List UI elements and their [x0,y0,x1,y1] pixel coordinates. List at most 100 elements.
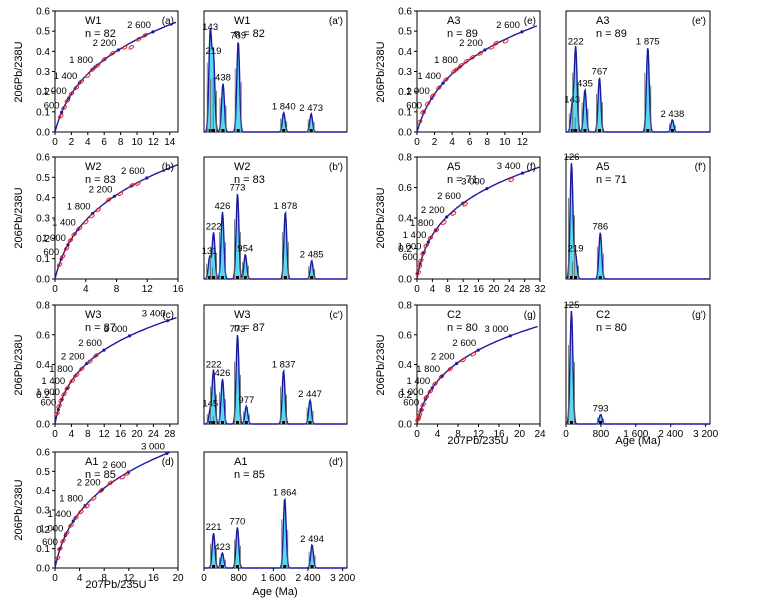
concordia-age-tick [165,451,169,456]
data-ellipse [433,227,439,233]
data-ellipse [87,359,93,364]
y-tick-label: 0.0 [36,275,50,286]
concordia-age-tick [520,171,525,175]
peak-label: 426 [215,201,231,212]
x-axis-title: 207Pb/235U [85,579,146,591]
peak-label: 770 [229,516,245,527]
data-ellipse [427,235,434,241]
data-ellipse [106,197,112,203]
age-marker [283,565,287,568]
data-ellipse [142,32,148,38]
peak-label: 143 [564,94,580,105]
data-ellipse [98,488,104,494]
peak-label: 423 [214,542,230,553]
peak-label: 793 [593,403,609,414]
y-axis-title: 206Pb/238U [375,41,387,102]
panel-frame [565,304,711,425]
data-ellipse [69,378,75,384]
sample-count: n = 89 [596,28,627,40]
peak-label: 954 [237,244,253,255]
concordia-age-label: 3 400 [142,309,166,320]
y-tick-label: 0.5 [36,467,50,478]
data-ellipse [458,63,464,68]
data-ellipse [57,113,64,119]
age-marker [211,129,215,132]
x-tick-label: 16 [493,429,505,440]
concordia-age-label: 2 200 [89,184,113,195]
y-tick-label: 0.6 [36,448,50,459]
age-marker [574,129,578,132]
data-ellipse [128,44,135,50]
sample-count: n = 83 [234,174,265,186]
data-ellipse [423,394,430,400]
data-ellipse [463,59,469,64]
concordia-age-tick [485,187,489,191]
concordia-age-label: 1 800 [59,494,83,505]
x-tick-label: 0 [52,284,58,295]
x-tick-label: 6 [467,137,473,148]
peak-label: 789 [230,30,246,41]
x-tick-label: 10 [131,137,143,148]
concordia-age-label: 1 800 [410,218,434,229]
sample-count: n = 89 [447,28,478,40]
data-ellipse [460,357,466,363]
y-tick-label: 0.0 [36,420,50,431]
age-marker [583,129,587,132]
panel-title: W1 [234,15,251,27]
age-marker [310,276,314,279]
y-tick-label: 0.2 [36,87,50,98]
concordia-age-label: 1 000 [406,86,430,97]
age-marker [235,565,239,568]
sample-count: n = 71 [596,174,627,186]
concordia-age-tick [71,519,75,523]
panel-title: W2 [234,161,251,173]
age-marker [220,276,224,279]
x-tick-label: 8 [445,284,451,295]
sample-count: n = 83 [85,174,116,186]
data-ellipse [84,503,90,509]
sample-count: n = 87 [85,322,116,334]
sample-count: n = 82 [85,28,116,40]
data-ellipse [109,50,116,56]
x-tick-label: 2 [69,137,75,148]
age-marker [569,421,573,424]
concordia-age-label: 2 600 [78,338,102,349]
density-area [204,499,347,568]
y-tick-label: 0.6 [36,330,50,341]
data-ellipse [90,496,97,501]
x-tick-label: 20 [172,573,184,584]
x-tick-label: 12 [142,284,154,295]
data-ellipse [56,262,63,268]
concordia-age-label: 2 600 [452,338,476,349]
panel-d2: 221 423 770 1 864 2 494 0 800 1 600 2 400 3 200 A1… [201,451,356,584]
data-ellipse [63,530,70,536]
data-ellipse [89,213,95,219]
data-ellipse [71,231,77,237]
data-ellipse [94,63,101,68]
concordia-age-label: 3 000 [484,324,508,335]
data-ellipse [78,79,85,84]
age-marker [670,129,674,132]
x-tick-label: 24 [504,284,516,295]
density-curve [204,193,347,280]
data-ellipse [443,77,449,82]
concordia-age-label: 1 400 [403,230,427,241]
concordia-age-label: 3 000 [461,177,485,188]
peak-label: 977 [238,395,254,406]
y-tick-label: 0.5 [398,27,412,38]
panel-a2: 143 219 438 789 1 840 2 473 W1n = 82 (a') [202,10,348,133]
peak-label: 1 864 [273,487,297,498]
x-tick-label: 16 [148,573,160,584]
data-ellipse [68,523,74,528]
age-marker [308,421,312,424]
y-tick-label: 0.6 [398,7,412,18]
y-axis-title: 206Pb/238U [375,187,387,248]
concordia-age-label: 600 [403,397,419,408]
panel-label: (a') [329,16,343,27]
x-axis-title: 207Pb/235U [447,435,508,447]
concordia-age-tick [56,407,60,412]
sample-count: n = 71 [447,174,478,186]
